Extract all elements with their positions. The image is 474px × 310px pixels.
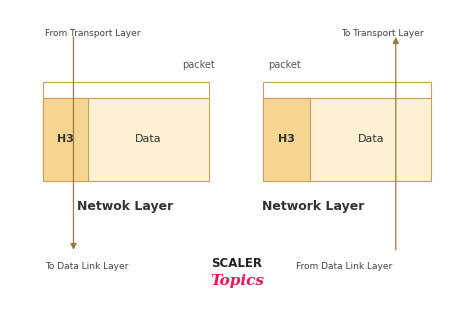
Bar xyxy=(43,98,209,181)
Text: To Transport Layer: To Transport Layer xyxy=(341,29,424,38)
Text: From Transport Layer: From Transport Layer xyxy=(45,29,140,38)
Text: packet: packet xyxy=(268,60,301,70)
Bar xyxy=(263,98,431,181)
Bar xyxy=(263,98,310,181)
Bar xyxy=(43,82,209,98)
Text: packet: packet xyxy=(182,60,215,70)
Text: Data: Data xyxy=(357,135,384,144)
Bar xyxy=(263,82,431,98)
Text: H3: H3 xyxy=(278,135,295,144)
Text: Netwok Layer: Netwok Layer xyxy=(77,200,174,213)
Text: SCALER: SCALER xyxy=(211,257,263,270)
Bar xyxy=(43,98,88,181)
Text: Network Layer: Network Layer xyxy=(262,200,364,213)
Text: H3: H3 xyxy=(57,135,73,144)
Text: To Data Link Layer: To Data Link Layer xyxy=(45,262,128,271)
Text: Topics: Topics xyxy=(210,273,264,288)
Text: From Data Link Layer: From Data Link Layer xyxy=(296,262,392,271)
Text: Data: Data xyxy=(135,135,162,144)
